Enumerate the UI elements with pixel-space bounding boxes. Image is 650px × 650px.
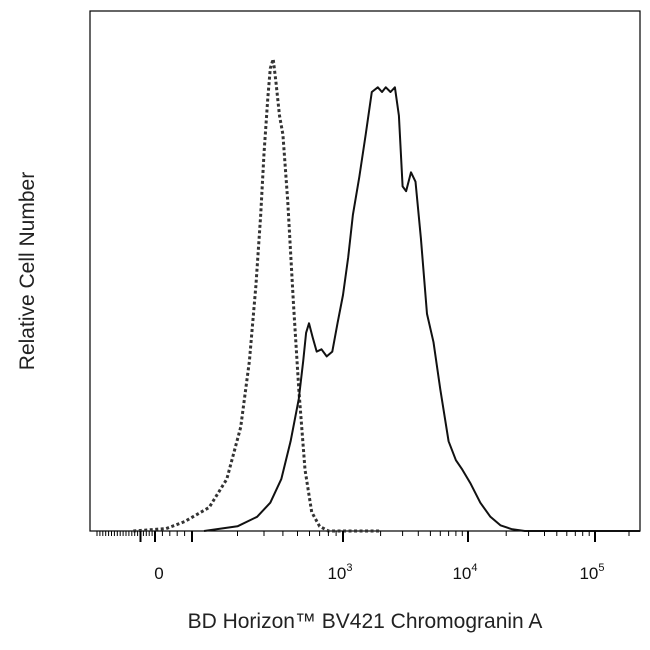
x-tick-label: 0 <box>154 564 163 583</box>
x-tick-label: 103 <box>327 562 352 583</box>
x-axis-tick-labels: 0 103 104 105 <box>154 562 604 583</box>
x-axis-ticks <box>96 531 630 542</box>
isotype-control-curve <box>133 57 381 533</box>
x-tick-label: 105 <box>579 562 604 583</box>
stained-sample-curve <box>203 86 640 532</box>
x-axis-title: BD Horizon™ BV421 Chromogranin A <box>188 610 543 633</box>
y-axis-title: Relative Cell Number <box>16 172 39 370</box>
x-tick-label: 104 <box>452 562 477 583</box>
series-layer <box>133 57 640 533</box>
plot-frame <box>89 10 641 532</box>
